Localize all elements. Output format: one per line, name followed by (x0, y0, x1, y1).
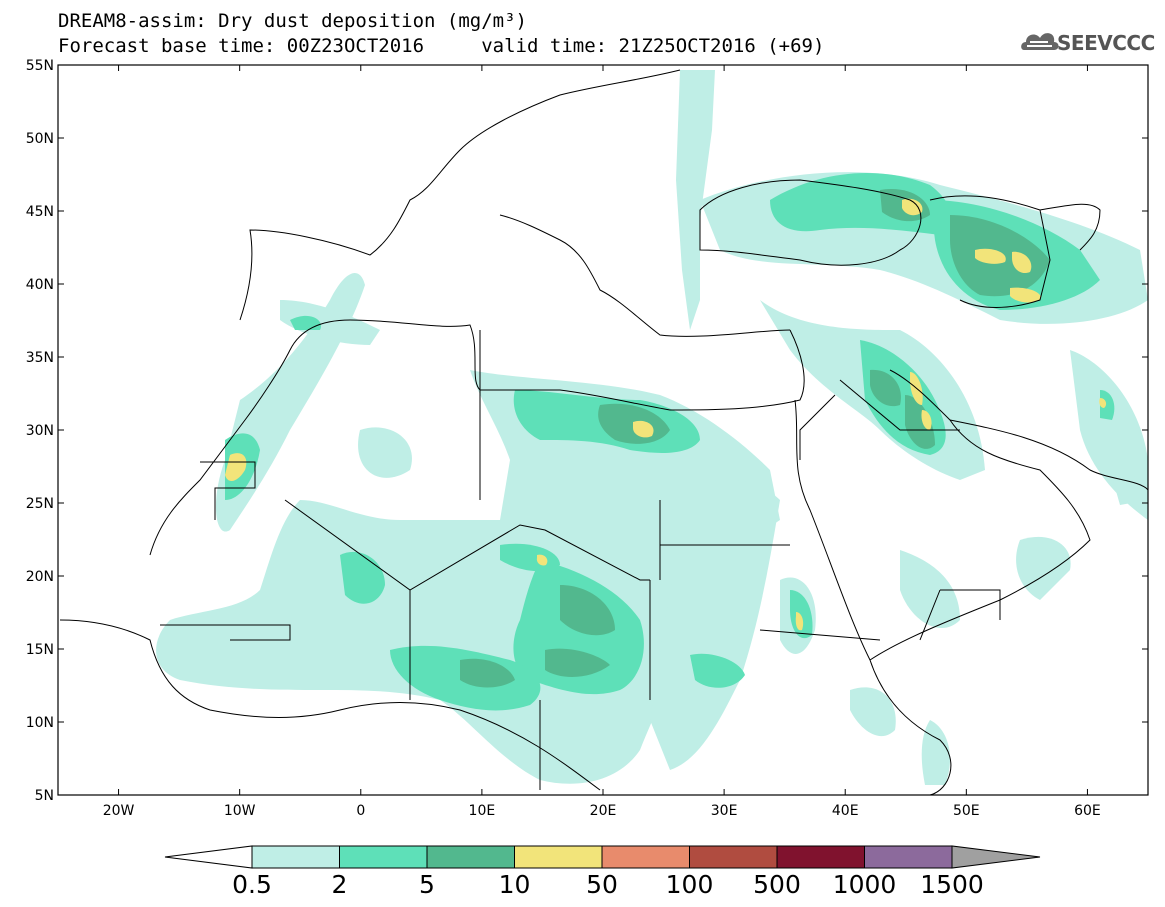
lon-tick-label: 20W (103, 803, 135, 819)
lat-tick-label: 50N (26, 131, 54, 147)
deposition-contours (156, 70, 1148, 785)
lat-tick-label: 25N (26, 496, 54, 512)
lat-tick-label: 40N (26, 277, 54, 293)
lon-tick-label: 50E (953, 803, 980, 819)
colorbar-upper-arrow (951, 845, 1041, 869)
lon-tick-label: 10W (224, 803, 256, 819)
colorbar-segment (251, 845, 340, 869)
colorbar-segment (864, 845, 953, 869)
lat-tick-label: 10N (26, 715, 54, 731)
colorbar: 0.5 2 5 10 50 100 500 1000 1500 (164, 845, 1041, 899)
colorbar-segment (339, 845, 428, 869)
lat-tick-label: 55N (26, 58, 54, 74)
lat-tick-label: 30N (26, 423, 54, 439)
lat-tick-label: 35N (26, 350, 54, 366)
colorbar-segment (776, 845, 865, 869)
cloud-icon (1021, 33, 1059, 50)
lat-tick-label: 45N (26, 204, 54, 220)
lon-tick-label: 40E (832, 803, 859, 819)
colorbar-lower-arrow (164, 845, 253, 869)
colorbar-label: 500 (753, 870, 801, 899)
lat-tick-label: 20N (26, 569, 54, 585)
colorbar-label: 1000 (833, 870, 897, 899)
colorbar-segment (689, 845, 778, 869)
colorbar-segment (601, 845, 690, 869)
colorbar-label: 0.5 (232, 870, 272, 899)
colorbar-label: 50 (586, 870, 618, 899)
lon-tick-label: 30E (711, 803, 738, 819)
lon-tick-label: 10E (469, 803, 496, 819)
colorbar-segment (426, 845, 515, 869)
lat-tick-label: 15N (26, 642, 54, 658)
map-title: DREAM8-assim: Dry dust deposition (mg/m³… (58, 10, 527, 32)
colorbar-label: 5 (419, 870, 435, 899)
lon-tick-label: 60E (1074, 803, 1101, 819)
forecast-time-subtitle: Forecast base time: 00Z23OCT2016 valid t… (58, 35, 825, 57)
colorbar-segment (514, 845, 603, 869)
seevccc-logo: SEEVCCC (1057, 31, 1155, 55)
colorbar-label: 2 (332, 870, 348, 899)
lon-tick-label: 20E (590, 803, 617, 819)
axis-ticks: 55N 50N 45N 40N 35N 30N 25N 20N 15N 10N 5N 20W 10W 0 1… (26, 58, 1148, 819)
colorbar-label: 1500 (920, 870, 984, 899)
coastlines (59, 69, 1148, 795)
colorbar-label: 100 (666, 870, 714, 899)
lon-tick-label: 0 (356, 803, 365, 819)
lat-tick-label: 5N (35, 788, 54, 804)
colorbar-label: 10 (499, 870, 531, 899)
